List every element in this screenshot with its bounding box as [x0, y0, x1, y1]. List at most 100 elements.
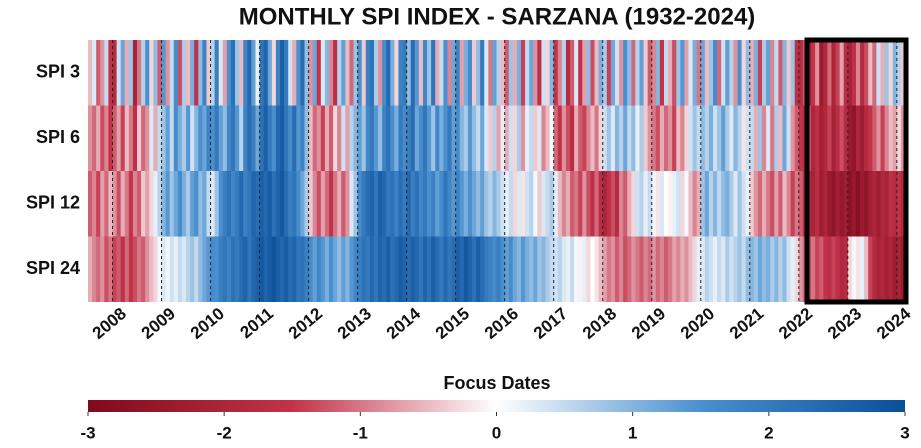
heatmap-cell: [443, 105, 448, 171]
heatmap-cell: [402, 40, 408, 106]
heatmap-cell: [439, 171, 444, 237]
heatmap-cell: [96, 171, 101, 237]
heatmap-cell: [762, 171, 767, 237]
heatmap-cell: [275, 105, 281, 171]
heatmap-cell: [851, 40, 857, 106]
heatmap-cell: [169, 40, 175, 106]
heatmap-cell: [422, 105, 428, 171]
heatmap-cell: [823, 236, 828, 302]
heatmap-cell: [169, 105, 175, 171]
heatmap-cell: [104, 40, 109, 106]
heatmap-cell: [239, 40, 244, 106]
heatmap-cell: [851, 171, 857, 237]
heatmap-cell: [757, 105, 763, 171]
heatmap-cell: [696, 171, 702, 237]
heatmap-cell: [108, 171, 113, 237]
heatmap-cell: [153, 236, 158, 302]
heatmap-cell: [786, 40, 792, 106]
heatmap-cell: [161, 236, 167, 302]
heatmap-cell: [194, 40, 199, 106]
heatmap-cell: [900, 40, 906, 106]
heatmap-cell: [570, 236, 575, 302]
heatmap-cell: [320, 236, 326, 302]
heatmap-cell: [892, 171, 898, 237]
heatmap-cell: [770, 40, 775, 106]
heatmap-cell: [516, 40, 522, 106]
heatmap-cell: [382, 40, 387, 106]
heatmap-cell: [427, 236, 432, 302]
heatmap-cell: [124, 171, 130, 237]
heatmap-cell: [186, 105, 191, 171]
heatmap-cell: [190, 40, 195, 106]
heatmap-cell: [553, 40, 559, 106]
heatmap-cell: [406, 105, 412, 171]
heatmap-cell: [414, 236, 420, 302]
heatmap-cell: [243, 171, 248, 237]
heatmap-cell: [165, 40, 171, 106]
heatmap-cell: [333, 40, 338, 106]
heatmap-cell: [120, 236, 126, 302]
heatmap-cell: [157, 40, 162, 106]
heatmap-cell: [88, 171, 93, 237]
heatmap-cell: [696, 40, 702, 106]
heatmap-cell: [431, 105, 436, 171]
heatmap-cell: [382, 105, 387, 171]
heatmap-cell: [484, 105, 489, 171]
heatmap-cell: [855, 40, 861, 106]
x-tick-label: 2022: [775, 304, 816, 343]
heatmap-cell: [386, 236, 391, 302]
heatmap-cell: [533, 105, 538, 171]
heatmap-cell: [120, 40, 126, 106]
heatmap-cell: [96, 40, 101, 106]
heatmap-cell: [100, 236, 105, 302]
heatmap-cell: [815, 171, 820, 237]
heatmap-cell: [467, 236, 473, 302]
heatmap-cell: [206, 105, 211, 171]
heatmap-cell: [521, 105, 526, 171]
heatmap-cell: [218, 105, 224, 171]
heatmap-cell: [459, 105, 465, 171]
heatmap-cell: [296, 171, 301, 237]
x-tick-label: 2011: [237, 304, 277, 342]
heatmap-cell: [463, 171, 469, 237]
heatmap-cell: [794, 236, 800, 302]
heatmap-cell: [492, 40, 497, 106]
heatmap-cell: [549, 105, 555, 171]
heatmap-cell: [614, 105, 620, 171]
heatmap-cell: [721, 105, 726, 171]
colorbar-tick-label: -3: [80, 423, 95, 442]
heatmap-cell: [467, 171, 473, 237]
heatmap-cell: [557, 236, 563, 302]
heatmap-cell: [700, 40, 706, 106]
heatmap-cell: [312, 105, 318, 171]
heatmap-cell: [349, 171, 354, 237]
colorbar-tick-label: 3: [900, 423, 909, 442]
heatmap-cell: [614, 236, 620, 302]
heatmap-cell: [341, 40, 346, 106]
heatmap-cell: [177, 171, 183, 237]
heatmap-cell: [843, 171, 849, 237]
heatmap-cell: [651, 105, 657, 171]
heatmap-cell: [345, 105, 350, 171]
heatmap-cell: [304, 171, 309, 237]
heatmap-cell: [279, 171, 285, 237]
heatmap-cell: [708, 105, 714, 171]
heatmap-cell: [251, 236, 256, 302]
heatmap-cell: [210, 105, 216, 171]
heatmap-cell: [247, 40, 252, 106]
heatmap-cell: [713, 236, 718, 302]
heatmap-cell: [835, 40, 841, 106]
heatmap-cell: [447, 105, 452, 171]
heatmap-cell: [137, 105, 142, 171]
heatmap-cell: [512, 40, 518, 106]
heatmap-cell: [210, 171, 216, 237]
heatmap-cell: [128, 236, 134, 302]
heatmap-cell: [672, 171, 677, 237]
heatmap-cell: [128, 171, 134, 237]
heatmap-cell: [157, 236, 162, 302]
heatmap-cell: [778, 40, 783, 106]
heatmap-cell: [284, 171, 289, 237]
heatmap-cell: [471, 105, 477, 171]
heatmap-cell: [418, 171, 424, 237]
heatmap-cell: [655, 171, 661, 237]
